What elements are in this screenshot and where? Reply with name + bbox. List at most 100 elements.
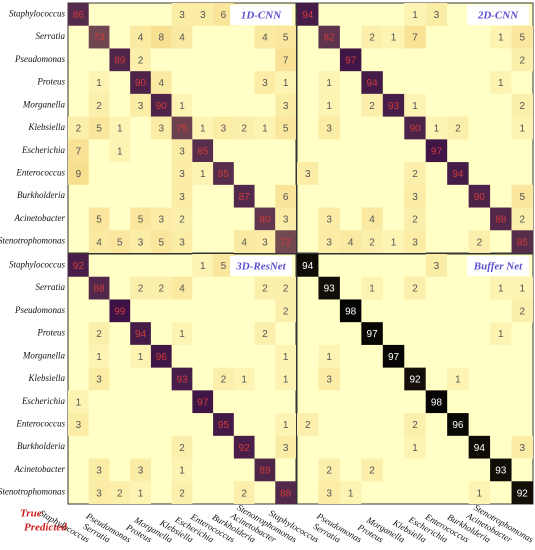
cell-value: 3 (262, 78, 268, 89)
cell-value: 5 (138, 215, 144, 226)
heatmap-cell (318, 458, 340, 482)
cell-value: 1 (519, 124, 525, 135)
cell-value: 4 (262, 33, 268, 44)
cell-value: 1 (477, 488, 483, 499)
cell-value: 3 (326, 124, 332, 135)
panel-title: 2D-CNN (477, 10, 519, 22)
cell-value: 3 (412, 237, 418, 248)
cell-value: 72 (280, 237, 292, 248)
cell-value: 82 (324, 33, 336, 44)
cell-value: 1 (179, 101, 185, 112)
cell-value: 6 (221, 10, 227, 21)
cell-value: 94 (302, 10, 314, 21)
heatmap-cell (490, 276, 512, 300)
cell-value: 93 (495, 466, 507, 477)
heatmap-cell (150, 25, 172, 49)
heatmap-cell (511, 230, 533, 253)
heatmap-cell (150, 230, 172, 253)
cell-value: 95 (218, 420, 230, 431)
row-label: Klebsiella (28, 373, 66, 383)
cell-value: 2 (262, 329, 268, 340)
cell-value: 2 (241, 124, 247, 135)
heatmap-cell (88, 276, 110, 300)
heatmap-cell (275, 25, 296, 49)
heatmap-cell (404, 3, 426, 26)
heatmap-cell (490, 71, 512, 94)
heatmap-cell (192, 254, 214, 277)
heatmap-cell (490, 207, 512, 231)
heatmap-cell (425, 139, 448, 163)
cell-value: 94 (135, 329, 147, 340)
cell-value: 1 (498, 78, 504, 89)
heatmap-cell (109, 139, 131, 163)
cell-value: 96 (452, 420, 464, 431)
heatmap-cell (297, 254, 319, 277)
cell-value: 2 (158, 284, 164, 295)
heatmap-cell (468, 230, 491, 253)
heatmap-cell (275, 413, 296, 436)
heatmap-cell (68, 162, 89, 185)
heatmap-cell (339, 48, 362, 72)
heatmap-cell (404, 230, 426, 253)
heatmap-cell (275, 184, 296, 208)
cell-value: 5 (221, 261, 227, 272)
heatmap-cell (468, 481, 491, 504)
cell-value: 1 (262, 124, 268, 135)
heatmap-cell (150, 276, 172, 300)
heatmap-cell (150, 116, 172, 140)
heatmap-cell (318, 116, 340, 140)
heatmap-cell (68, 3, 89, 26)
cell-value: 1 (412, 443, 418, 454)
heatmap-cell (192, 116, 214, 140)
cell-value: 80 (259, 215, 271, 226)
y-axis-label: True (20, 508, 42, 520)
cell-value: 97 (367, 329, 379, 340)
heatmap-cell (382, 230, 405, 253)
cell-value: 94 (474, 443, 486, 454)
heatmap-cell (275, 435, 296, 459)
cell-value: 3 (412, 192, 418, 203)
heatmap-cell (318, 25, 340, 49)
heatmap-cell (425, 3, 448, 26)
heatmap-cell (425, 390, 448, 414)
heatmap-cell (213, 413, 234, 436)
cell-value: 97 (388, 352, 400, 363)
heatmap-cell (468, 184, 491, 208)
cell-value: 3 (221, 124, 227, 135)
heatmap-cell (490, 458, 512, 482)
cell-value: 2 (138, 55, 144, 66)
heatmap-cell (382, 25, 405, 49)
cell-value: 4 (348, 237, 354, 248)
heatmap-cell (318, 230, 340, 253)
row-label: Proteus (36, 77, 65, 87)
cell-value: 92 (73, 261, 85, 272)
cell-value: 3 (96, 466, 102, 477)
heatmap-cell (318, 276, 340, 300)
cell-value: 92 (239, 443, 251, 454)
cell-value: 1 (498, 33, 504, 44)
heatmap-cell (275, 299, 296, 323)
heatmap-cell (275, 93, 296, 117)
cell-value: 2 (283, 284, 289, 295)
cell-value: 87 (239, 192, 251, 203)
heatmap-cell (233, 367, 255, 391)
cell-value: 1 (283, 78, 289, 89)
cell-value: 97 (197, 397, 209, 408)
cell-value: 2 (326, 466, 332, 477)
cell-value: 2 (179, 443, 185, 454)
row-label: Enterococcus (15, 168, 65, 178)
heatmap-cell (213, 3, 234, 26)
cell-value: 2 (519, 101, 525, 112)
cell-value: 5 (96, 124, 102, 135)
cell-value: 85 (218, 169, 230, 180)
heatmap-cell (511, 184, 533, 208)
heatmap-cell (425, 254, 448, 277)
cell-value: 2 (96, 329, 102, 340)
heatmap-cell (109, 116, 131, 140)
heatmap-cell (339, 230, 362, 253)
cell-value: 3 (434, 10, 440, 21)
cell-value: 1 (326, 101, 332, 112)
row-label: Stenotrophomonas (0, 487, 65, 497)
row-label: Escherichia (21, 396, 65, 406)
